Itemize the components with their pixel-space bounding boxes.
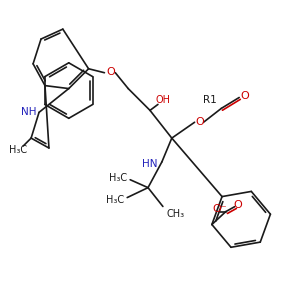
- Text: H₃C: H₃C: [109, 173, 128, 183]
- Text: O: O: [195, 117, 204, 127]
- Text: CH₃: CH₃: [167, 209, 185, 219]
- Text: HN: HN: [142, 159, 158, 169]
- Text: NH: NH: [21, 107, 37, 117]
- Text: OH: OH: [155, 95, 170, 106]
- Text: R1: R1: [202, 95, 216, 106]
- Text: O: O: [106, 67, 115, 77]
- Text: O⁻: O⁻: [212, 204, 227, 214]
- Text: O: O: [233, 200, 242, 210]
- Text: O: O: [241, 91, 250, 100]
- Text: H₃C: H₃C: [9, 145, 27, 155]
- Text: H₃C: H₃C: [106, 194, 124, 205]
